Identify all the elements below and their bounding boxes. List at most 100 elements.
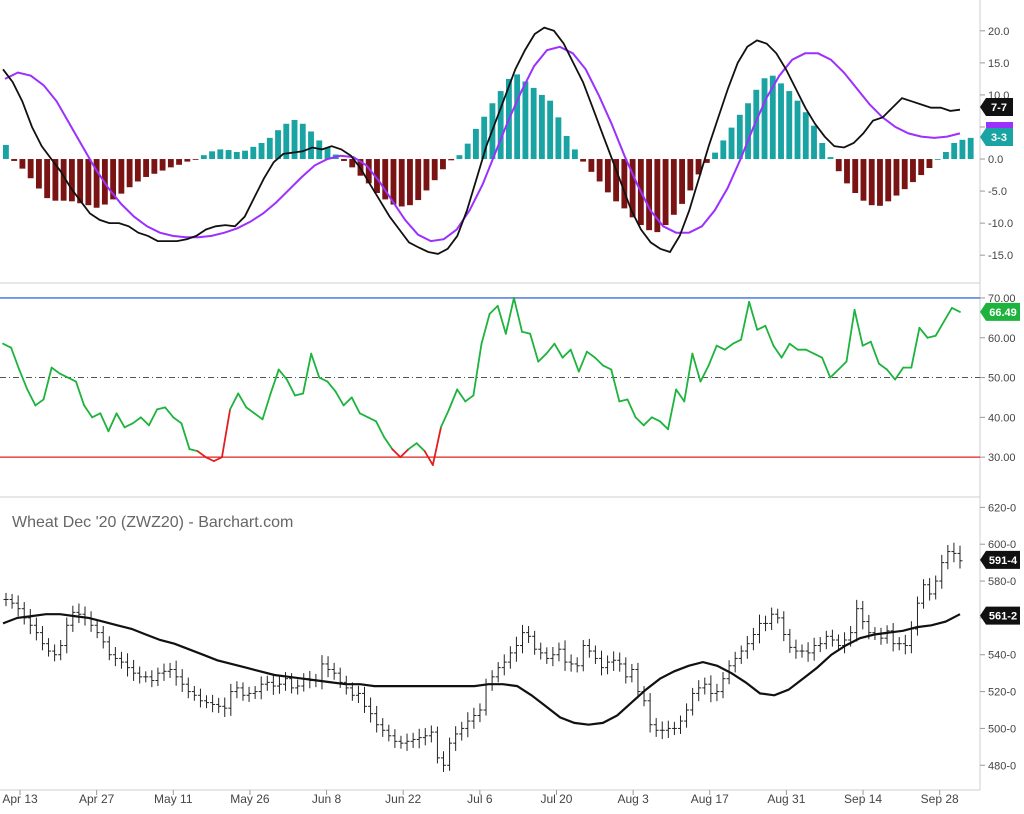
x-tick-label: Jun 22 — [385, 792, 421, 806]
rsi-line-segment — [513, 297, 523, 333]
macd-histogram-bar — [134, 159, 141, 182]
rsi-line-segment — [740, 301, 751, 341]
macd-histogram-bar — [407, 159, 413, 206]
rsi-line-segment — [83, 404, 94, 419]
macd-histogram-bar — [538, 94, 545, 160]
rsi-line-segment — [756, 324, 767, 331]
macd-histogram-bar — [530, 87, 537, 160]
x-tick-label: Aug 3 — [617, 792, 649, 806]
rsi-line-segment — [139, 416, 150, 427]
macd-histogram-bar — [192, 159, 199, 160]
x-tick-label: Aug 31 — [767, 792, 805, 806]
rsi-line-segment — [66, 376, 77, 383]
macd-histogram-bar — [893, 159, 900, 196]
rsi-line-segment — [237, 392, 248, 409]
macd-histogram-bar — [629, 159, 636, 218]
rsi-line-segment — [650, 416, 661, 423]
macd-histogram-bar — [118, 159, 125, 194]
rsi-line-segment — [34, 398, 45, 407]
rsi-line-segment — [115, 412, 126, 429]
rsi-y-tick-label: 40.00 — [988, 412, 1016, 424]
rsi-line-segment — [861, 340, 872, 347]
macd-histogram-bar — [662, 159, 669, 226]
macd-histogram-bar — [571, 149, 578, 160]
rsi-line-segment — [367, 416, 377, 423]
macd-histogram-bar — [283, 123, 290, 160]
rsi-line-segment — [942, 307, 953, 323]
rsi-line-segment — [318, 376, 329, 383]
macd-y-tick-label: -10.0 — [988, 218, 1013, 230]
macd-histogram-bar — [242, 150, 248, 160]
rsi-line-segment — [480, 312, 491, 345]
macd-histogram-bar — [522, 81, 529, 160]
macd-histogram-bar — [778, 83, 784, 160]
macd-histogram-bar — [176, 159, 183, 165]
x-tick-label: Apr 27 — [79, 792, 115, 806]
rsi-line-segment — [788, 342, 799, 351]
rsi-line-segment — [253, 412, 264, 421]
macd-histogram-bar — [819, 143, 826, 160]
macd-histogram-bar — [423, 159, 430, 191]
macd-histogram-bar — [456, 155, 463, 160]
macd-histogram-bar — [596, 159, 603, 182]
rsi-line-segment — [415, 442, 426, 453]
macd-histogram-bar — [291, 119, 298, 160]
x-tick-label: May 11 — [154, 792, 193, 806]
rsi-line-segment — [245, 406, 256, 415]
rsi-line-segment — [675, 388, 686, 403]
macd-histogram-bar — [736, 114, 743, 160]
macd-histogram-bar — [184, 159, 191, 162]
macd-last-value-tag-text: 7-7 — [991, 102, 1007, 114]
macd-histogram-bar — [151, 159, 158, 174]
x-tick-label: May 26 — [230, 792, 270, 806]
rsi-line-segment — [221, 408, 231, 459]
macd-histogram-bar — [547, 100, 554, 160]
macd-histogram-bar — [720, 140, 727, 160]
macd-y-tick-label: -15.0 — [988, 250, 1013, 262]
macd-histogram-bar — [563, 135, 570, 160]
rsi-line-segment — [310, 352, 321, 379]
signal-last-value-tag-text: 3-3 — [991, 132, 1007, 144]
rsi-line-segment — [699, 364, 710, 383]
macd-histogram-bar — [440, 159, 446, 170]
macd-histogram-bar — [52, 159, 59, 201]
rsi-line-segment — [634, 416, 645, 427]
rsi-line-segment — [156, 406, 167, 411]
x-tick-label: Sep 14 — [844, 792, 882, 806]
rsi-line-segment — [683, 352, 694, 403]
macd-histogram-bar — [695, 159, 702, 175]
rsi-line-segment — [277, 368, 288, 381]
rsi-line-segment — [926, 334, 937, 339]
rsi-line-segment — [691, 352, 702, 383]
moving-average-tag: 561-2 — [980, 606, 1020, 625]
rsi-line-segment — [537, 352, 548, 363]
macd-histogram-bar — [852, 159, 859, 193]
rsi-line-segment — [350, 396, 361, 415]
rsi-line-segment — [780, 342, 791, 359]
macd-histogram-bar — [967, 137, 974, 160]
macd-histogram-bar — [258, 143, 265, 160]
rsi-line-segment — [269, 368, 280, 395]
rsi-line-segment — [618, 398, 629, 403]
price-y-tick-label: 480-0 — [988, 760, 1016, 772]
macd-last-value-tag: 7-7 — [980, 98, 1013, 116]
macd-histogram-bar — [802, 112, 809, 160]
macd-histogram-bar — [613, 159, 620, 202]
macd-histogram-bar — [481, 116, 488, 160]
macd-histogram-bar — [126, 159, 133, 188]
rsi-line-segment — [764, 324, 775, 347]
rsi-line-segment — [180, 422, 191, 451]
macd-y-tick-label: -5.0 — [988, 186, 1007, 198]
rsi-line-segment — [772, 344, 783, 359]
rsi-line-segment — [813, 352, 824, 359]
macd-histogram-bar — [794, 100, 801, 160]
macd-histogram-bar — [275, 130, 281, 160]
macd-histogram-bar — [85, 159, 92, 206]
macd-histogram-bar — [835, 159, 842, 172]
macd-histogram-bar — [670, 159, 677, 215]
rsi-line-segment — [294, 392, 304, 397]
rsi-line-segment — [837, 360, 848, 371]
macd-histogram-bar — [415, 159, 422, 201]
rsi-line-segment — [659, 420, 669, 431]
